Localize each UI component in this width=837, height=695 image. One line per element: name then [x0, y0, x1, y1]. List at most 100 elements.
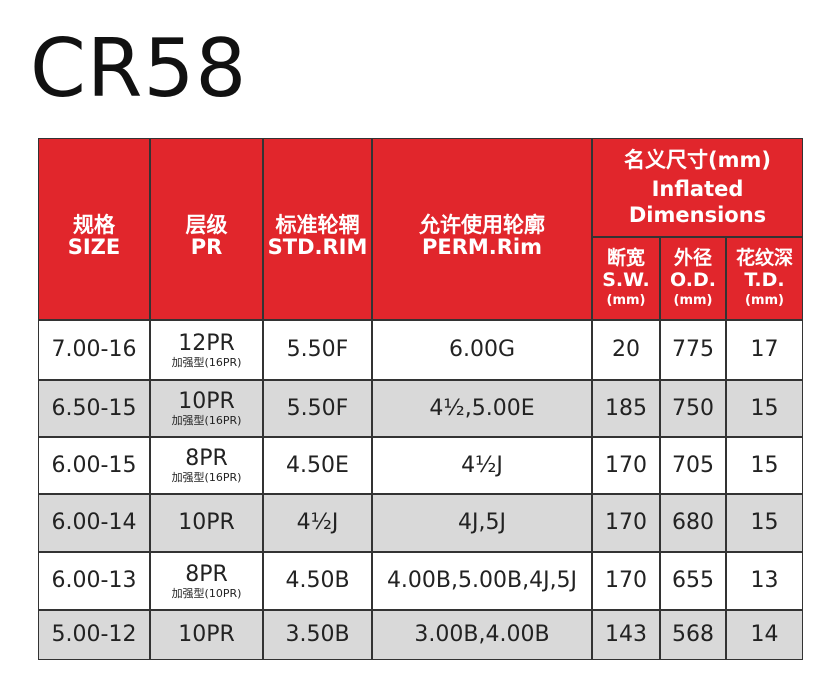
- table-cell: 8PR 加强型(16PR): [150, 437, 263, 494]
- cell-text: 13: [750, 568, 779, 594]
- header-en: PR: [190, 235, 223, 259]
- cell-text: 568: [672, 622, 714, 648]
- title: CR58: [30, 22, 248, 115]
- subheader-unit: (mm): [673, 293, 713, 309]
- header-cell: 允许使用轮廓 PERM.Rim: [372, 138, 592, 320]
- subheader-unit: (mm): [606, 293, 646, 309]
- cell-text: 4.00B,5.00B,4J,5J: [386, 568, 578, 594]
- table-cell: 7.00-16: [38, 320, 150, 380]
- table-cell: 185: [592, 380, 660, 437]
- table-cell: 4.00B,5.00B,4J,5J: [372, 552, 592, 610]
- subheader-zh: 花纹深: [735, 247, 793, 270]
- cell-text: 6.00-13: [51, 568, 137, 594]
- table-cell: 3.50B: [263, 610, 372, 660]
- cell-text: 185: [605, 395, 647, 421]
- cell-text: 4.50E: [286, 452, 349, 478]
- table-cell: 6.00-15: [38, 437, 150, 494]
- table-cell: 568: [660, 610, 726, 660]
- table-cell: 10PR: [150, 610, 263, 660]
- cell-text: 3.00B,4.00B: [414, 622, 550, 648]
- cell-text: 15: [750, 510, 779, 536]
- cell-text: 6.00G: [448, 337, 516, 363]
- group-header: 名义尺寸(mm) Inflated Dimensions: [592, 138, 803, 237]
- cell-text: 775: [672, 337, 714, 363]
- table-cell: 5.50F: [263, 320, 372, 380]
- group-zh: 名义尺寸(mm): [624, 148, 771, 173]
- table-cell: 3.00B,4.00B: [372, 610, 592, 660]
- cell-text: 705: [672, 452, 714, 478]
- table-cell: 4.50B: [263, 552, 372, 610]
- cell-text: 8PR: [185, 561, 228, 587]
- table-cell: 170: [592, 494, 660, 552]
- table-cell: 750: [660, 380, 726, 437]
- cell-text: 10PR: [178, 622, 235, 648]
- cell-text: 7.00-16: [51, 337, 137, 363]
- cell-text: 4½J: [296, 510, 339, 536]
- header-cell: 层级 PR: [150, 138, 263, 320]
- subheader-zh: 外径: [673, 247, 712, 270]
- cell-text: 12PR: [178, 330, 235, 356]
- table-cell: 4½J: [372, 437, 592, 494]
- table-cell: 17: [726, 320, 803, 380]
- cell-text: 6.50-15: [51, 395, 137, 421]
- table-cell: 170: [592, 437, 660, 494]
- table-cell: 10PR: [150, 494, 263, 552]
- cell-text: 17: [750, 337, 779, 363]
- group-en: Dimensions: [628, 202, 767, 227]
- table-cell: 680: [660, 494, 726, 552]
- subheader-cell: 断宽 S.W. (mm): [592, 237, 660, 320]
- table-cell: 4½,5.00E: [372, 380, 592, 437]
- table-cell: 5.50F: [263, 380, 372, 437]
- cell-note: 加强型(16PR): [171, 414, 242, 428]
- cell-text: 4½,5.00E: [429, 395, 535, 421]
- cell-text: 5.00-12: [51, 622, 137, 648]
- cell-text: 8PR: [185, 446, 228, 472]
- table-cell: 10PR 加强型(16PR): [150, 380, 263, 437]
- cell-text: 15: [750, 452, 779, 478]
- cell-note: 加强型(10PR): [171, 586, 242, 600]
- table-cell: 15: [726, 494, 803, 552]
- table-cell: 705: [660, 437, 726, 494]
- header-zh: 标准轮辋: [275, 212, 360, 237]
- table-cell: 14: [726, 610, 803, 660]
- table-cell: 6.00-13: [38, 552, 150, 610]
- table-cell: 655: [660, 552, 726, 610]
- table-cell: 143: [592, 610, 660, 660]
- subheader-unit: (mm): [745, 293, 784, 309]
- table-cell: 12PR 加强型(16PR): [150, 320, 263, 380]
- table-cell: 6.50-15: [38, 380, 150, 437]
- cell-text: 5.50F: [286, 337, 349, 363]
- cell-text: 6.00-14: [51, 510, 137, 536]
- table-cell: 4½J: [263, 494, 372, 552]
- table-cell: 15: [726, 380, 803, 437]
- table-cell: 6.00G: [372, 320, 592, 380]
- cell-text: 15: [750, 395, 779, 421]
- cell-text: 10PR: [178, 389, 235, 415]
- subheader-en: T.D.: [744, 269, 785, 292]
- subheader-zh: 断宽: [606, 247, 645, 270]
- cell-text: 680: [672, 510, 714, 536]
- cell-text: 170: [605, 510, 647, 536]
- subheader-en: O.D.: [670, 269, 716, 292]
- header-cell: 规格 SIZE: [38, 138, 150, 320]
- table-cell: 775: [660, 320, 726, 380]
- cell-text: 6.00-15: [51, 452, 137, 478]
- table-cell: 6.00-14: [38, 494, 150, 552]
- cell-text: 170: [605, 568, 647, 594]
- table-cell: 4J,5J: [372, 494, 592, 552]
- cell-text: 655: [672, 568, 714, 594]
- cell-text: 4.50B: [285, 568, 350, 594]
- header-cell: 标准轮辋 STD.RIM: [263, 138, 372, 320]
- cell-text: 3.50B: [285, 622, 350, 648]
- header-en: PERM.Rim: [421, 235, 543, 259]
- table-cell: 4.50E: [263, 437, 372, 494]
- table-cell: 20: [592, 320, 660, 380]
- header-zh: 规格: [73, 212, 115, 237]
- header-zh: 层级: [185, 212, 228, 237]
- cell-text: 143: [605, 622, 647, 648]
- cell-text: 20: [612, 337, 640, 363]
- cell-text: 14: [750, 622, 779, 648]
- header-en: STD.RIM: [267, 235, 368, 259]
- subheader-en: S.W.: [602, 269, 650, 292]
